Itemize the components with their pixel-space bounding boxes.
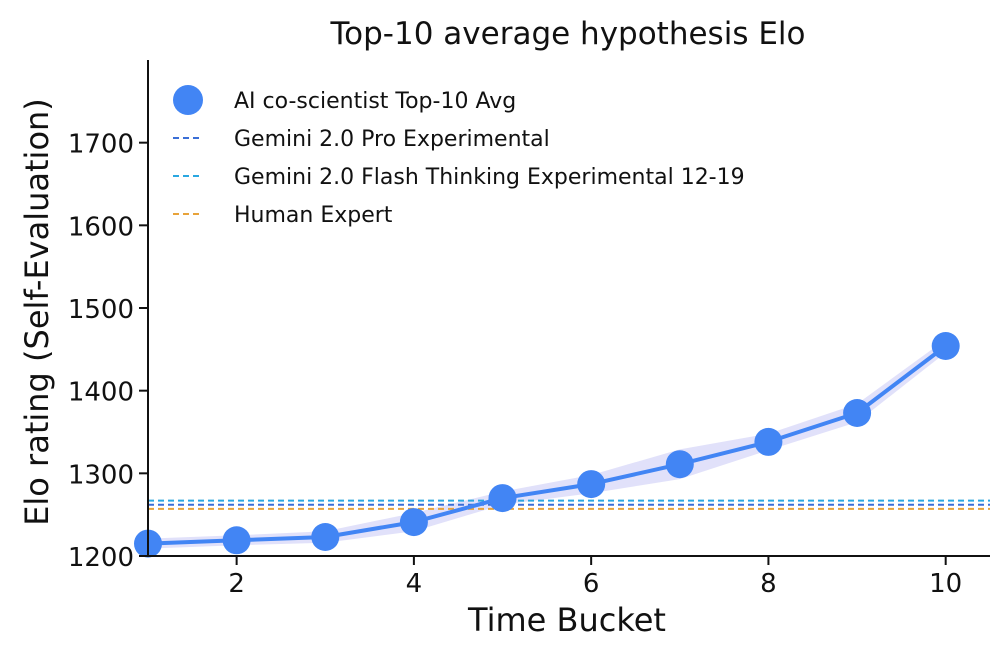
data-point [843,399,872,427]
data-point [577,470,606,499]
x-tick-label: 8 [760,569,777,599]
x-ticks: 2 4 6 8 10 [228,556,962,599]
data-point [311,523,340,551]
y-tick-label: 1300 [68,460,134,490]
legend-marker [173,85,203,115]
data-point [488,484,517,513]
y-ticks: 1200 1300 1400 1500 1600 1700 [68,130,148,573]
confidence-band [148,339,946,549]
x-tick-label: 2 [228,569,245,599]
x-tick-label: 10 [929,569,962,599]
x-axis-label: Time Bucket [467,601,666,639]
data-point [399,508,428,537]
reference-lines-layer [148,499,990,510]
data-point [754,427,783,456]
confidence-band-layer [148,339,946,549]
y-axis-label: Elo rating (Self-Evaluation) [18,98,56,526]
y-tick-label: 1400 [68,378,134,408]
x-tick-label: 4 [406,569,423,599]
x-tick-label: 6 [583,569,600,599]
legend: AI co-scientist Top-10 Avg Gemini 2.0 Pro… [173,85,745,228]
data-point [665,450,694,479]
legend-label: Human Expert [234,203,393,228]
y-tick-label: 1600 [68,212,134,242]
data-point [222,526,251,555]
y-tick-label: 1700 [68,130,134,160]
legend-label: Gemini 2.0 Pro Experimental [234,127,550,152]
chart-title: Top-10 average hypothesis Elo [329,16,805,52]
series-layer [134,332,960,558]
y-tick-label: 1500 [68,295,134,325]
series-line [146,344,948,546]
legend-label: AI co-scientist Top-10 Avg [234,89,516,114]
data-point [931,332,960,360]
legend-label: Gemini 2.0 Flash Thinking Experimental 1… [234,165,745,190]
y-tick-label: 1200 [68,543,134,573]
